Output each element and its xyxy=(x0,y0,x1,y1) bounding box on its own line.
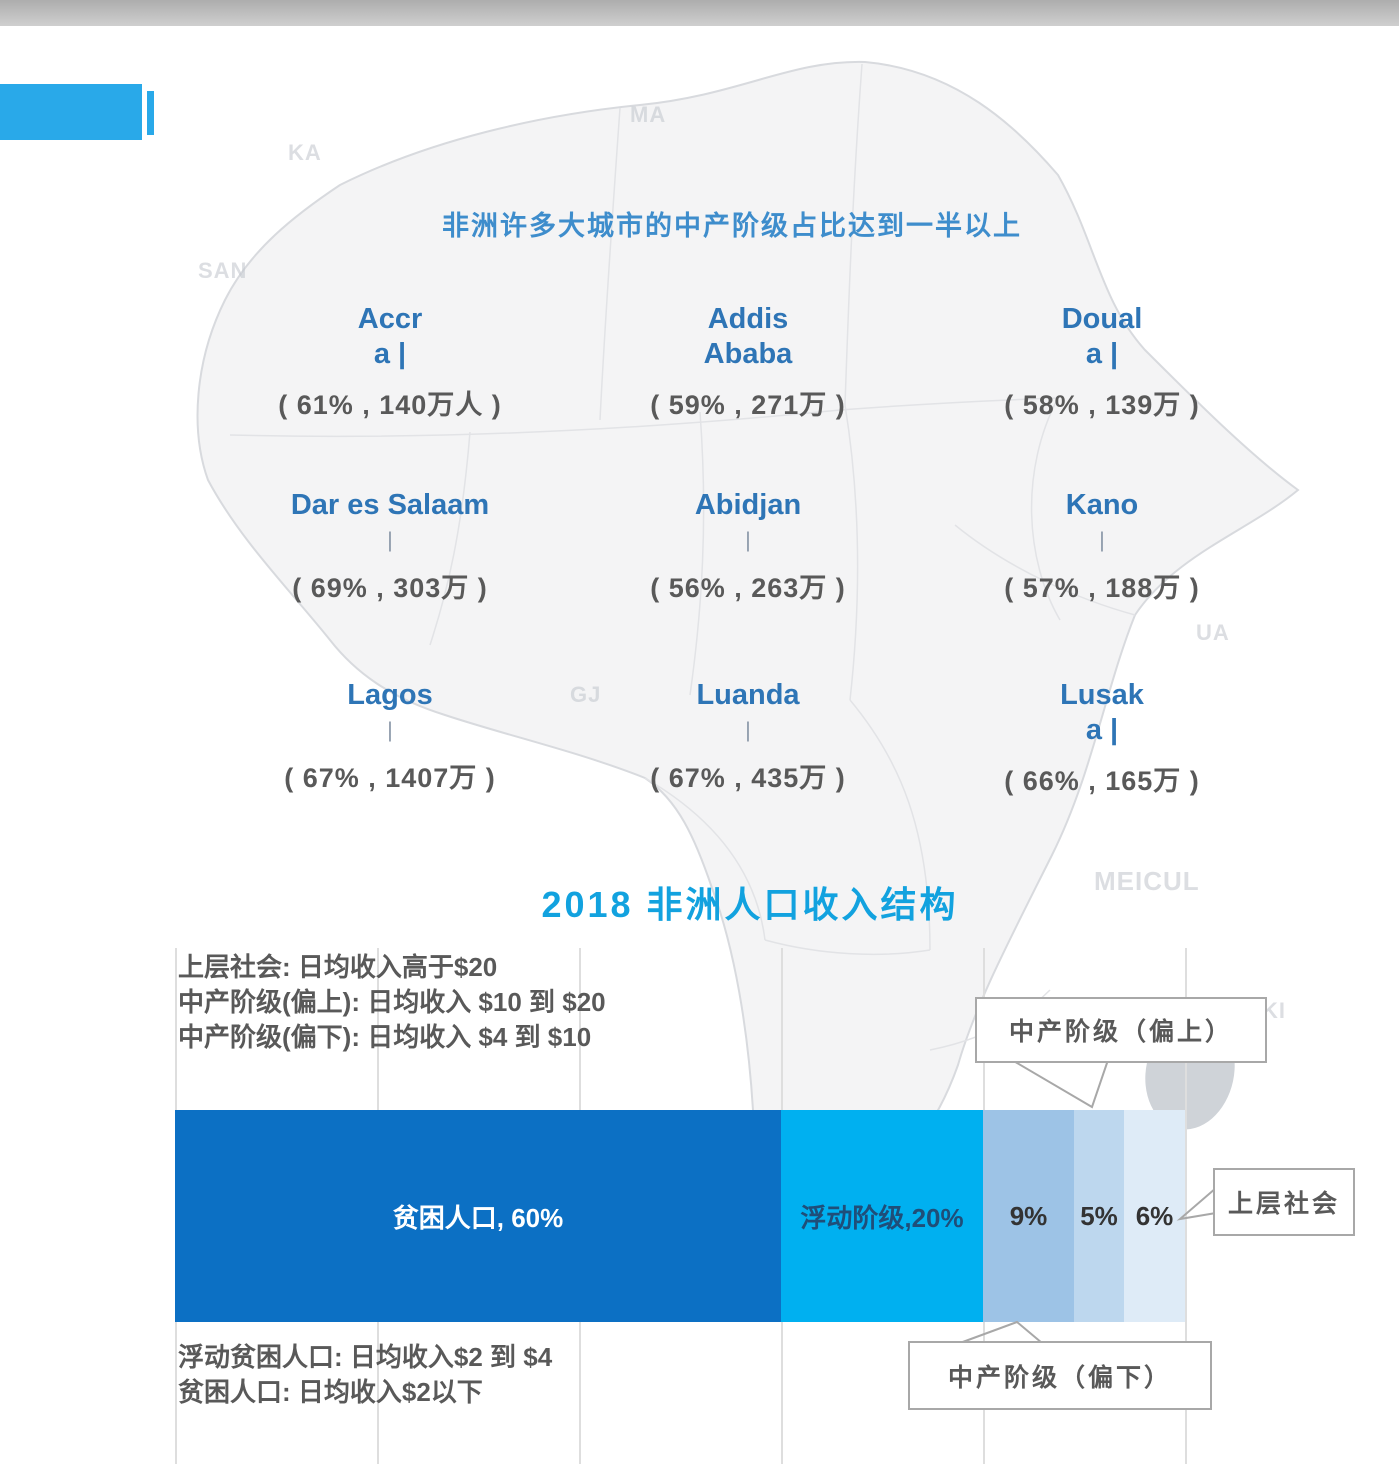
country-borders xyxy=(229,63,1136,1051)
city-stats: ( 59% , 271万 ) xyxy=(650,390,846,420)
city-stats: ( 56% , 263万 ) xyxy=(650,573,846,603)
city-name: Dar es Salaam xyxy=(290,489,490,521)
africa-outline xyxy=(196,60,1300,1201)
accent-blue-tick xyxy=(147,91,154,135)
income-notes-bottom: 浮动贫困人口: 日均收入$2 到 $4 贫困人口: 日均收入$2以下 xyxy=(178,1340,552,1410)
chart-title: 2018 非洲人口收入结构 xyxy=(541,884,959,925)
callout-lower-middle-class: 中产阶级（偏下） xyxy=(908,1341,1212,1410)
bar-segment-floating-20pct: 浮动阶级,20% xyxy=(781,1110,983,1322)
city-stats: ( 58% , 139万 ) xyxy=(1004,390,1200,420)
city-annotation-luanda: Luanda | ( 67% , 435万 ) xyxy=(568,678,928,795)
map-ghost-label: MEICUL xyxy=(1094,866,1200,896)
city-name: Abidjan xyxy=(694,489,802,521)
city-annotation-lusaka: Lusak a | ( 66% , 165万 ) xyxy=(922,678,1282,798)
city-annotation-dar-es-salaam: Dar es Salaam | ( 69% , 303万 ) xyxy=(210,488,570,605)
city-marker: | xyxy=(387,719,393,742)
note-poor: 贫困人口: 日均收入$2以下 xyxy=(178,1377,483,1407)
note-upper-class: 上层社会: 日均收入高于$20 xyxy=(178,952,498,982)
city-marker: | xyxy=(1099,529,1105,552)
map-headline: 非洲许多大城市的中产阶级占比达到一半以上 xyxy=(442,211,1022,241)
city-stats: ( 66% , 165万 ) xyxy=(1004,766,1200,796)
note-lower-mid-class: 中产阶级(偏下): 日均收入 $4 到 $10 xyxy=(178,1022,592,1052)
bar-segment-upper-class-6pct: 6% xyxy=(1124,1110,1185,1322)
city-stats: ( 67% , 1407万 ) xyxy=(284,763,496,793)
note-upper-mid-class: 中产阶级(偏上): 日均收入 $10 到 $20 xyxy=(178,987,606,1017)
accent-blue-block xyxy=(0,84,142,140)
city-annotation-kano: Kano | ( 57% , 188万 ) xyxy=(922,488,1282,605)
bar-segment-poor-60pct: 贫困人口, 60% xyxy=(175,1110,781,1322)
callout-upper-class: 上层社会 xyxy=(1213,1168,1355,1236)
city-annotation-accra: Accr a | ( 61% , 140万人 ) xyxy=(210,302,570,422)
city-name: Lusak a | xyxy=(1060,679,1144,746)
map-ghost-label: KA xyxy=(288,140,322,165)
city-stats: ( 69% , 303万 ) xyxy=(292,573,488,603)
top-gray-strip xyxy=(0,0,1399,26)
city-name: Doual a | xyxy=(1061,303,1143,370)
map-ghost-label: KI xyxy=(1262,998,1286,1023)
city-annotation-lagos: Lagos | ( 67% , 1407万 ) xyxy=(210,678,570,795)
bar-segment-upper-mid-5pct: 5% xyxy=(1074,1110,1124,1322)
note-floating-poor: 浮动贫困人口: 日均收入$2 到 $4 xyxy=(178,1342,553,1372)
map-ghost-label: SAN xyxy=(198,258,248,283)
city-marker: | xyxy=(745,529,751,552)
city-name: Lagos xyxy=(347,679,433,711)
stacked-bar: 贫困人口, 60% 浮动阶级,20% 9% 5% 6% xyxy=(175,1110,1185,1322)
map-ghost-label: UA xyxy=(1196,620,1230,645)
city-stats: ( 57% , 188万 ) xyxy=(1004,573,1200,603)
city-stats: ( 61% , 140万人 ) xyxy=(278,390,502,420)
city-marker: | xyxy=(387,529,393,552)
city-marker: | xyxy=(745,719,751,742)
city-name: Addis Ababa xyxy=(703,303,793,370)
callout-upper-middle-class: 中产阶级（偏上） xyxy=(975,997,1267,1063)
city-name: Accr a | xyxy=(357,303,423,370)
city-stats: ( 67% , 435万 ) xyxy=(650,763,846,793)
city-name: Luanda xyxy=(696,679,800,711)
city-name: Kano xyxy=(1065,489,1139,521)
map-ghost-label: MA xyxy=(630,102,667,127)
map-ghost-label: GJ xyxy=(570,682,602,707)
city-annotation-abidjan: Abidjan | ( 56% , 263万 ) xyxy=(568,488,928,605)
city-annotation-addis-ababa: Addis Ababa ( 59% , 271万 ) xyxy=(568,302,928,422)
bar-segment-lower-mid-9pct: 9% xyxy=(983,1110,1074,1322)
income-notes-top: 上层社会: 日均收入高于$20 中产阶级(偏上): 日均收入 $10 到 $20… xyxy=(178,950,606,1055)
city-annotation-douala: Doual a | ( 58% , 139万 ) xyxy=(922,302,1282,422)
